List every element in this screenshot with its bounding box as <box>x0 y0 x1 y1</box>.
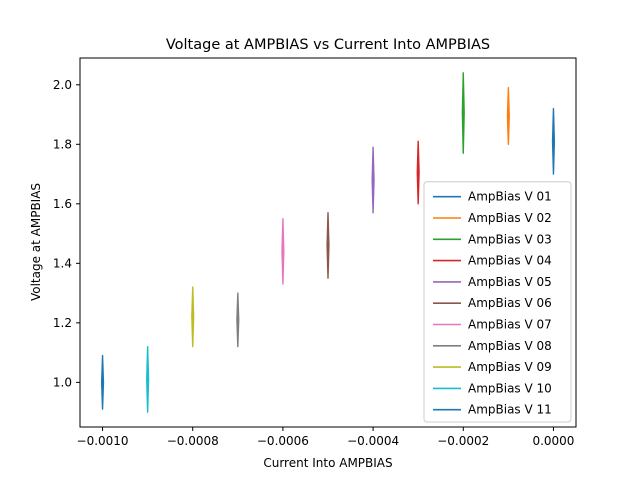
legend-label: AmpBias V 03 <box>468 232 552 246</box>
legend-entry: AmpBias V 08 <box>433 339 552 353</box>
legend-entry: AmpBias V 09 <box>433 360 552 374</box>
legend-label: AmpBias V 02 <box>468 211 552 225</box>
series-trace <box>191 286 195 348</box>
legend-entry: AmpBias V 06 <box>433 296 552 310</box>
series-trace <box>146 345 150 413</box>
y-tick-label: 1.2 <box>53 316 72 330</box>
series-trace <box>100 354 105 410</box>
x-tick-label: −0.0008 <box>167 434 219 448</box>
x-tick-label: −0.0006 <box>257 434 309 448</box>
x-axis-ticks: −0.0010 −0.0008 −0.0006 −0.0004 −0.0002 0.000… <box>77 427 574 448</box>
legend-label: AmpBias V 04 <box>468 254 552 268</box>
series-11 <box>100 354 105 410</box>
series-trace <box>371 146 375 214</box>
y-tick-label: 1.4 <box>53 256 72 270</box>
series-1 <box>551 107 556 175</box>
y-tick-label: 1.0 <box>53 375 72 389</box>
legend: AmpBias V 01 AmpBias V 02 AmpBias V 03 AmpB… <box>423 181 572 423</box>
legend-frame <box>423 181 572 423</box>
legend-entry: AmpBias V 05 <box>433 275 552 289</box>
series-trace <box>281 217 285 285</box>
legend-entry: AmpBias V 01 <box>433 190 552 204</box>
series-2 <box>506 87 510 145</box>
legend-entry: AmpBias V 07 <box>433 318 552 332</box>
series-10 <box>146 345 150 413</box>
series-trace <box>461 72 465 154</box>
legend-label: AmpBias V 06 <box>468 296 552 310</box>
x-axis-label: Current Into AMPBIAS <box>263 456 392 470</box>
axes-frame <box>79 57 577 428</box>
series-4 <box>416 140 420 205</box>
legend-label: AmpBias V 11 <box>468 403 552 417</box>
y-axis-label: Voltage at AMPBIAS <box>29 183 43 301</box>
series-5 <box>371 146 375 214</box>
series-trace <box>416 140 420 205</box>
legend-entry: AmpBias V 04 <box>433 254 552 268</box>
series-6 <box>326 212 330 279</box>
x-tick-label: −0.0002 <box>437 434 489 448</box>
series-9 <box>191 286 195 348</box>
series-8 <box>236 292 240 348</box>
x-tick-label: −0.0010 <box>77 434 129 448</box>
series-7 <box>281 217 285 285</box>
series-trace <box>506 87 510 145</box>
plot-area <box>79 57 577 428</box>
y-tick-label: 1.6 <box>53 197 72 211</box>
legend-label: AmpBias V 09 <box>468 360 552 374</box>
legend-label: AmpBias V 10 <box>468 381 552 395</box>
chart-title: Voltage at AMPBIAS vs Current Into AMPBI… <box>166 37 490 53</box>
legend-entry: AmpBias V 02 <box>433 211 552 225</box>
series-trace <box>551 107 556 175</box>
legend-entry: AmpBias V 10 <box>433 381 552 395</box>
legend-entry: AmpBias V 11 <box>433 403 552 417</box>
series-trace <box>326 212 330 279</box>
legend-label: AmpBias V 08 <box>468 339 552 353</box>
y-tick-label: 2.0 <box>53 78 72 92</box>
legend-label: AmpBias V 01 <box>468 190 552 204</box>
y-axis-ticks: 1.0 1.2 1.4 1.6 1.8 2.0 <box>53 78 80 389</box>
x-tick-label: 0.0000 <box>532 434 574 448</box>
series-layer <box>100 72 556 413</box>
x-tick-label: −0.0004 <box>347 434 399 448</box>
legend-label: AmpBias V 07 <box>468 318 552 332</box>
y-tick-label: 1.8 <box>53 137 72 151</box>
series-trace <box>236 292 240 348</box>
series-3 <box>461 72 465 154</box>
legend-label: AmpBias V 05 <box>468 275 552 289</box>
legend-entry: AmpBias V 03 <box>433 232 552 246</box>
